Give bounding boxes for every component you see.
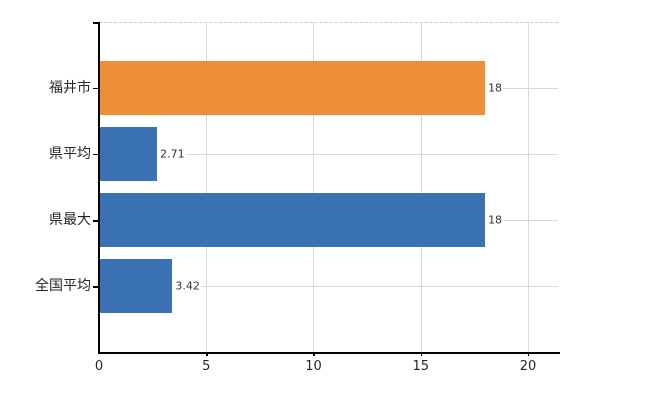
x-axis-tick <box>420 352 423 356</box>
x-axis-tick <box>527 352 530 356</box>
x-axis-tick-label: 10 <box>305 359 322 374</box>
x-axis-tick-label: 5 <box>202 359 211 374</box>
horizontal-gridline <box>99 286 558 288</box>
x-axis-tick-label: 15 <box>412 359 429 374</box>
bar-default <box>99 259 173 314</box>
vertical-gridline <box>527 22 529 352</box>
vertical-gridline <box>313 22 315 352</box>
bar-value-label: 3.42 <box>172 279 201 293</box>
y-axis-line <box>98 22 100 352</box>
y-axis-tick <box>93 220 99 222</box>
bar-value-label: 18 <box>485 81 504 95</box>
category-label: 全国平均 <box>35 278 91 295</box>
x-axis-tick <box>206 352 208 356</box>
vertical-gridline <box>206 22 208 352</box>
category-label: 福井市 <box>49 79 91 96</box>
x-axis-tick-label: 20 <box>519 359 537 374</box>
plot-top-dashed-border <box>99 22 558 23</box>
category-label: 県平均 <box>49 145 91 162</box>
bar-default <box>99 126 158 181</box>
y-axis-tick <box>93 286 99 288</box>
x-axis-tick-label: 0 <box>94 359 104 374</box>
vertical-gridline <box>420 22 422 352</box>
bar-value-label: 2.71 <box>157 147 186 161</box>
x-axis-line <box>98 352 560 354</box>
plot-area: 18 2.71 18 3.42 <box>99 22 558 352</box>
bar-value-label: 18 <box>485 213 504 227</box>
y-axis-tick <box>93 153 99 156</box>
horizontal-gridline <box>99 153 558 155</box>
bar-highlight <box>99 60 486 115</box>
y-axis-tick <box>93 87 99 90</box>
category-label: 県最大 <box>49 212 91 229</box>
x-axis-tick <box>313 352 315 356</box>
bar-default <box>99 193 486 248</box>
y-axis-top-tick <box>93 22 99 24</box>
